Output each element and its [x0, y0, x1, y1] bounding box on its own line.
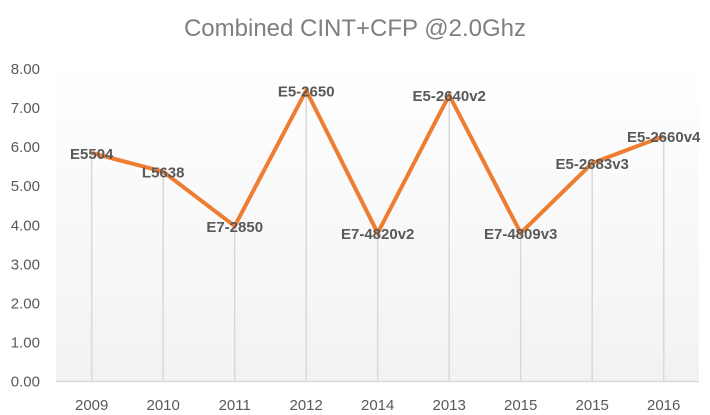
- x-tick-label: 2014: [361, 397, 394, 414]
- y-tick-label: 0.00: [11, 374, 40, 391]
- x-tick-label: 2015: [504, 397, 537, 414]
- x-tick-label: 2009: [75, 397, 108, 414]
- y-tick-label: 6.00: [11, 139, 40, 156]
- y-tick-label: 3.00: [11, 256, 40, 273]
- data-label: E5-2640v2: [412, 88, 485, 105]
- y-tick-label: 5.00: [11, 178, 40, 195]
- x-tick-label: 2012: [290, 397, 323, 414]
- data-label: L5638: [142, 165, 185, 182]
- data-point: [448, 94, 450, 96]
- x-tick-label: 2015: [576, 397, 609, 414]
- chart-title: Combined CINT+CFP @2.0Ghz: [184, 15, 526, 42]
- y-tick-label: 7.00: [11, 100, 40, 117]
- data-label: E5-2660v4: [627, 129, 701, 146]
- y-tick-label: 2.00: [11, 295, 40, 312]
- data-point: [91, 152, 93, 154]
- x-tick-label: 2011: [219, 397, 251, 414]
- data-label: E7-4809v3: [484, 226, 557, 243]
- data-point: [377, 232, 379, 234]
- data-point: [520, 232, 522, 234]
- y-tick-label: 8.00: [11, 61, 40, 78]
- y-tick-label: 1.00: [11, 334, 40, 351]
- data-label: E5-2650: [278, 83, 335, 100]
- data-point: [591, 162, 593, 164]
- data-label: E7-4820v2: [341, 226, 414, 243]
- data-label: E7-2850: [206, 219, 263, 236]
- x-tick-label: 2013: [433, 397, 466, 414]
- data-point: [305, 89, 307, 91]
- x-tick-label: 2010: [147, 397, 180, 414]
- x-tick-label: 2016: [647, 397, 680, 414]
- data-point: [234, 225, 236, 227]
- data-label: E5-2683v3: [555, 156, 628, 173]
- y-tick-label: 4.00: [11, 217, 40, 234]
- data-point: [663, 135, 665, 137]
- data-point: [162, 171, 164, 173]
- data-label: E5504: [70, 146, 114, 163]
